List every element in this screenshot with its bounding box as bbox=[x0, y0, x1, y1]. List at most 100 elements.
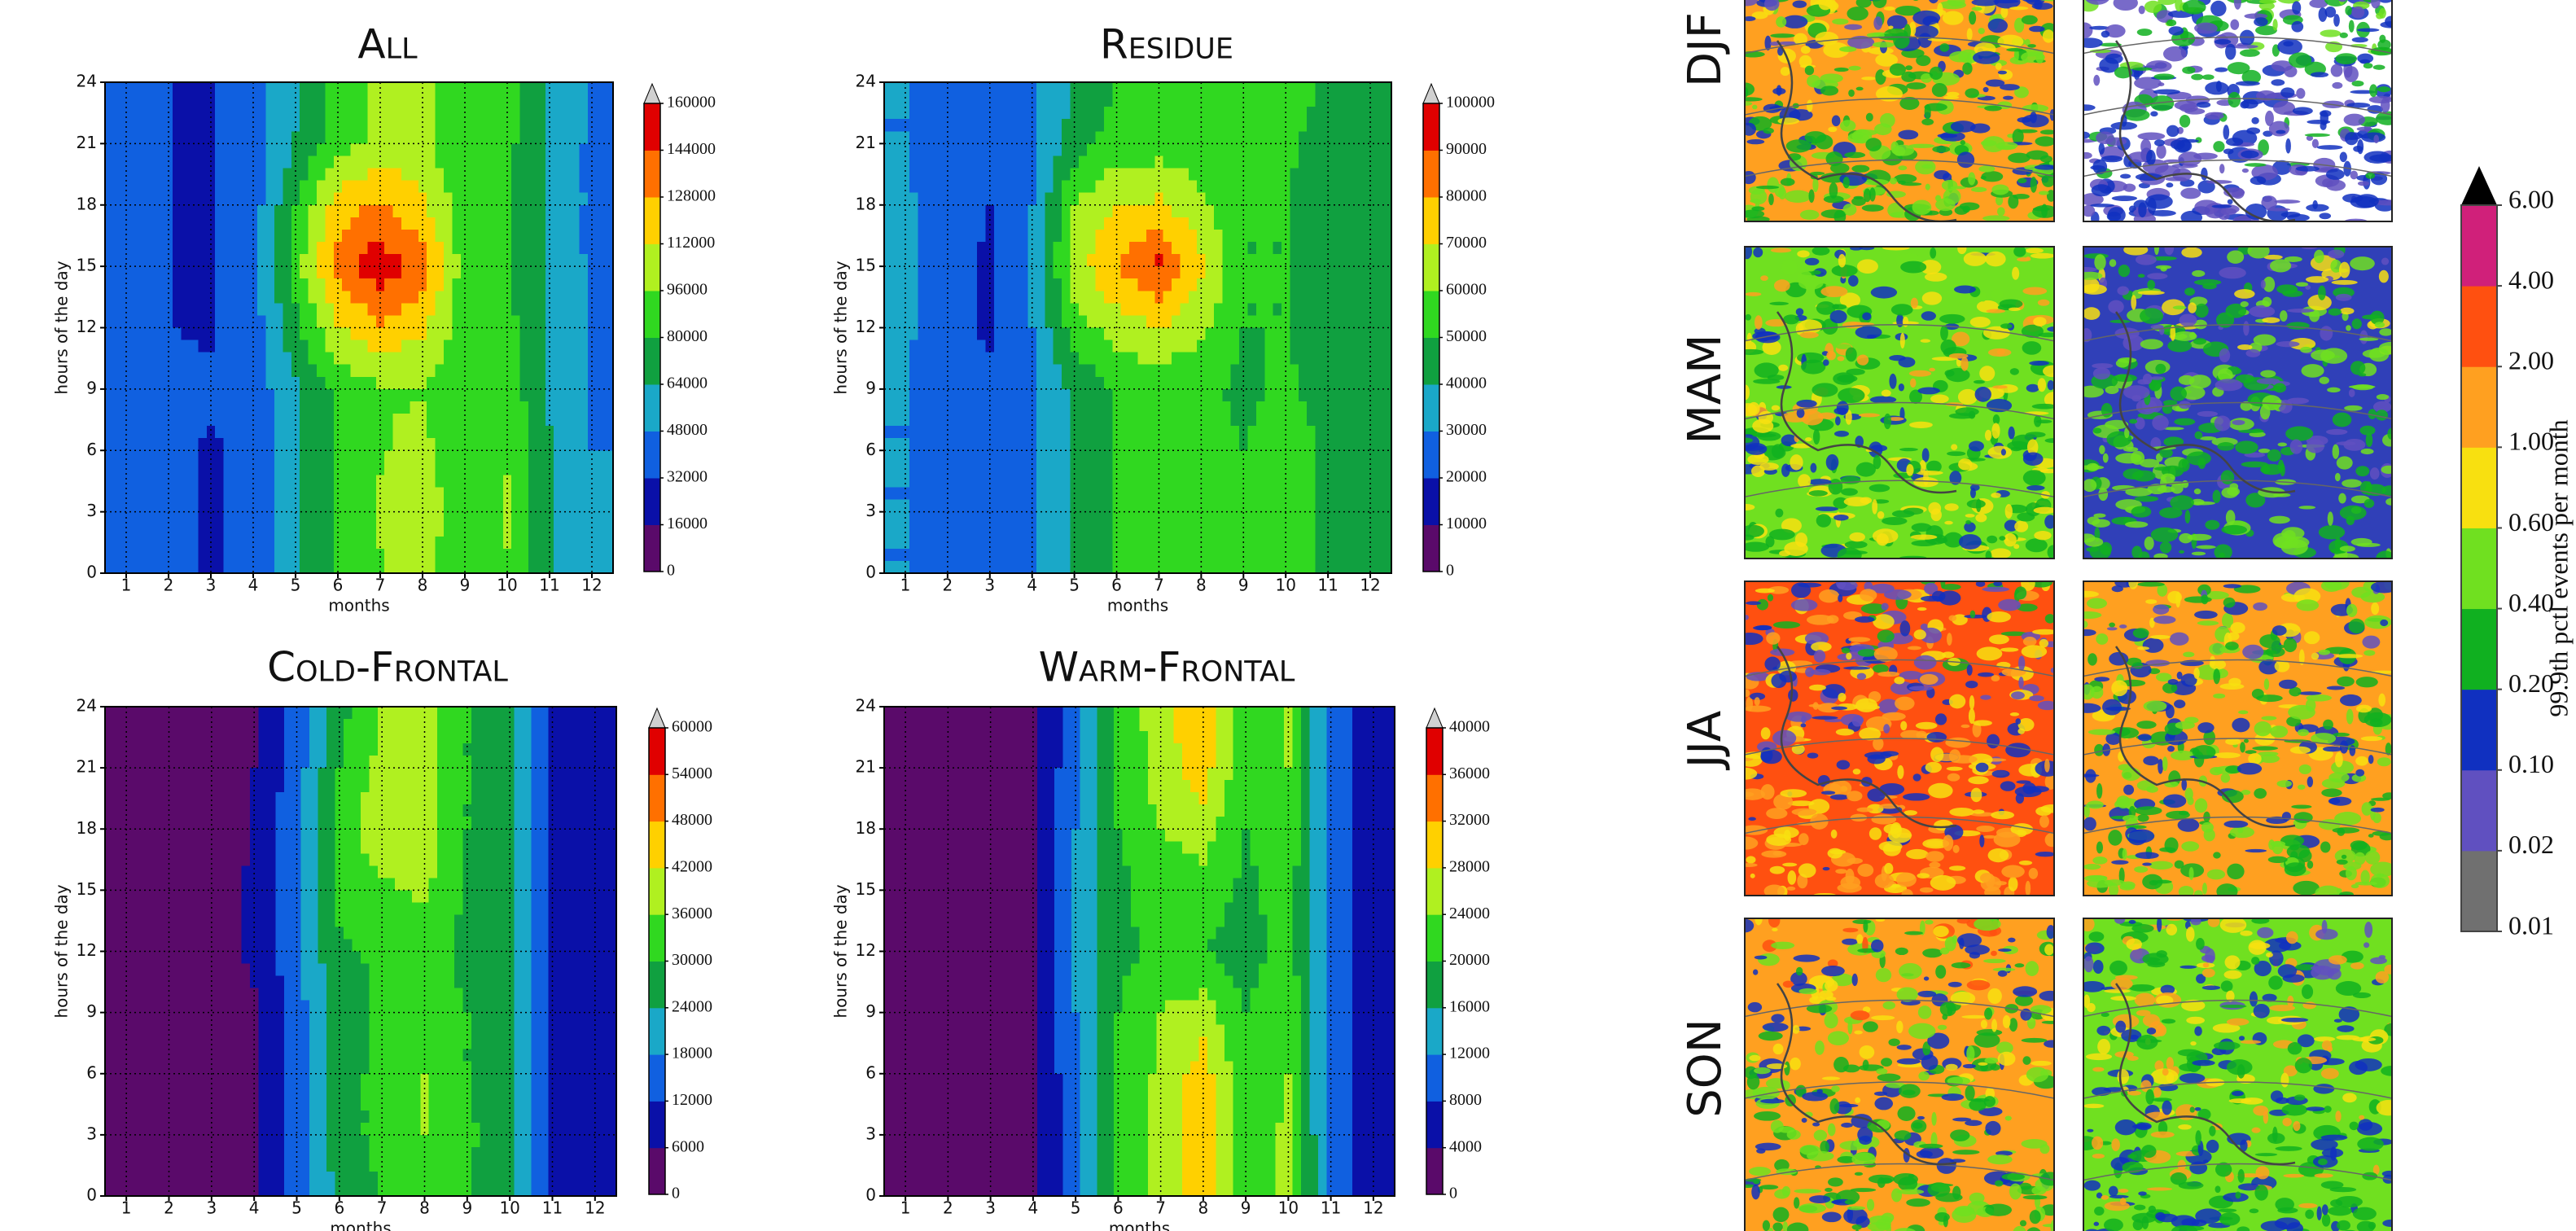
contour-cell bbox=[1104, 193, 1113, 206]
contour-cell bbox=[351, 353, 360, 366]
contour-cell bbox=[190, 82, 199, 95]
contour-cell bbox=[892, 414, 901, 427]
contour-cell bbox=[182, 340, 191, 353]
contour-cell bbox=[1121, 205, 1130, 218]
contour-cell bbox=[927, 512, 935, 525]
contour-cell bbox=[579, 426, 588, 439]
contour-cell bbox=[300, 119, 309, 132]
contour-cell bbox=[1104, 438, 1113, 451]
contour-cell bbox=[283, 315, 291, 328]
contour-cell bbox=[156, 242, 164, 255]
contour-cell bbox=[1104, 549, 1113, 562]
contour-cell bbox=[494, 438, 503, 451]
contour-cell bbox=[511, 230, 520, 243]
contour-cell bbox=[274, 315, 283, 328]
contour-cell bbox=[427, 389, 436, 402]
contour-cell bbox=[511, 377, 520, 390]
contour-cell bbox=[1121, 156, 1130, 169]
contour-cell bbox=[384, 242, 393, 255]
contour-cell bbox=[537, 217, 545, 230]
contour-cell bbox=[1256, 131, 1265, 144]
contour-cell bbox=[300, 131, 309, 144]
contour-cell bbox=[291, 303, 300, 316]
contour-cell bbox=[1104, 462, 1113, 475]
contour-cell bbox=[1045, 205, 1054, 218]
contour-cell bbox=[1146, 340, 1155, 353]
x-tick-label: 6 bbox=[1111, 576, 1122, 595]
contour-cell bbox=[173, 389, 182, 402]
contour-cell bbox=[1324, 169, 1333, 182]
contour-cell bbox=[1222, 438, 1231, 451]
contour-cell bbox=[511, 181, 520, 194]
contour-cell bbox=[224, 487, 233, 500]
contour-cell bbox=[1273, 303, 1282, 316]
contour-cell bbox=[1374, 389, 1383, 402]
contour-cell bbox=[478, 365, 487, 378]
contour-cell bbox=[232, 462, 241, 475]
contour-cell bbox=[1197, 524, 1206, 537]
contour-cell bbox=[401, 242, 410, 255]
contour-cell bbox=[1189, 131, 1198, 144]
contour-cell bbox=[283, 365, 291, 378]
contour-cell bbox=[1332, 438, 1341, 451]
contour-cell bbox=[1341, 340, 1350, 353]
contour-cell bbox=[537, 401, 545, 414]
contour-cell bbox=[1163, 205, 1172, 218]
x-tick-label: 10 bbox=[497, 576, 517, 595]
contour-cell bbox=[224, 377, 233, 390]
contour-cell bbox=[105, 217, 114, 230]
contour-cell bbox=[503, 119, 512, 132]
contour-cell bbox=[1054, 254, 1062, 267]
contour-cell bbox=[1002, 169, 1011, 182]
contour-cell bbox=[927, 156, 935, 169]
contour-cell bbox=[503, 254, 512, 267]
contour-cell bbox=[1206, 315, 1215, 328]
contour-cell bbox=[224, 181, 233, 194]
contour-cell bbox=[156, 169, 164, 182]
contour-cell bbox=[994, 156, 1003, 169]
contour-cell bbox=[436, 193, 445, 206]
contour-cell bbox=[511, 254, 520, 267]
colorbar-tick-label: 32000 bbox=[667, 468, 708, 486]
contour-cell bbox=[444, 487, 453, 500]
contour-cell bbox=[1231, 426, 1240, 439]
contour-cell bbox=[960, 524, 969, 537]
contour-cell bbox=[1324, 94, 1333, 107]
contour-cell bbox=[927, 169, 935, 182]
contour-cell bbox=[198, 169, 207, 182]
contour-cell bbox=[605, 340, 614, 353]
contour-cell bbox=[1138, 303, 1147, 316]
contour-cell bbox=[215, 500, 224, 513]
contour-cell bbox=[1172, 365, 1181, 378]
contour-cell bbox=[960, 230, 969, 243]
contour-cell bbox=[469, 156, 478, 169]
contour-cell bbox=[384, 377, 393, 390]
contour-cell bbox=[240, 389, 249, 402]
contour-cell bbox=[494, 524, 503, 537]
contour-cell bbox=[927, 340, 935, 353]
contour-cell bbox=[257, 450, 266, 463]
y-tick-label: 21 bbox=[856, 133, 876, 152]
contour-cell bbox=[436, 475, 445, 488]
contour-cell bbox=[1273, 438, 1282, 451]
contour-cell bbox=[401, 537, 410, 550]
contour-cell bbox=[1290, 82, 1299, 95]
contour-cell bbox=[952, 193, 961, 206]
contour-cell bbox=[1299, 266, 1308, 279]
contour-cell bbox=[511, 389, 520, 402]
contour-cell bbox=[1002, 82, 1011, 95]
contour-cell bbox=[325, 438, 334, 451]
contour-cell bbox=[1045, 389, 1054, 402]
contour-cell bbox=[376, 549, 385, 562]
contour-cell bbox=[1357, 169, 1366, 182]
contour-cell bbox=[105, 353, 114, 366]
contour-cell bbox=[1045, 561, 1054, 574]
contour-cell bbox=[1180, 266, 1189, 279]
contour-cell bbox=[113, 512, 122, 525]
contour-cell bbox=[274, 143, 283, 156]
contour-cell bbox=[1028, 524, 1037, 537]
contour-cell bbox=[977, 266, 986, 279]
contour-cell bbox=[444, 549, 453, 562]
contour-cell bbox=[122, 278, 131, 291]
contour-cell bbox=[113, 131, 122, 144]
